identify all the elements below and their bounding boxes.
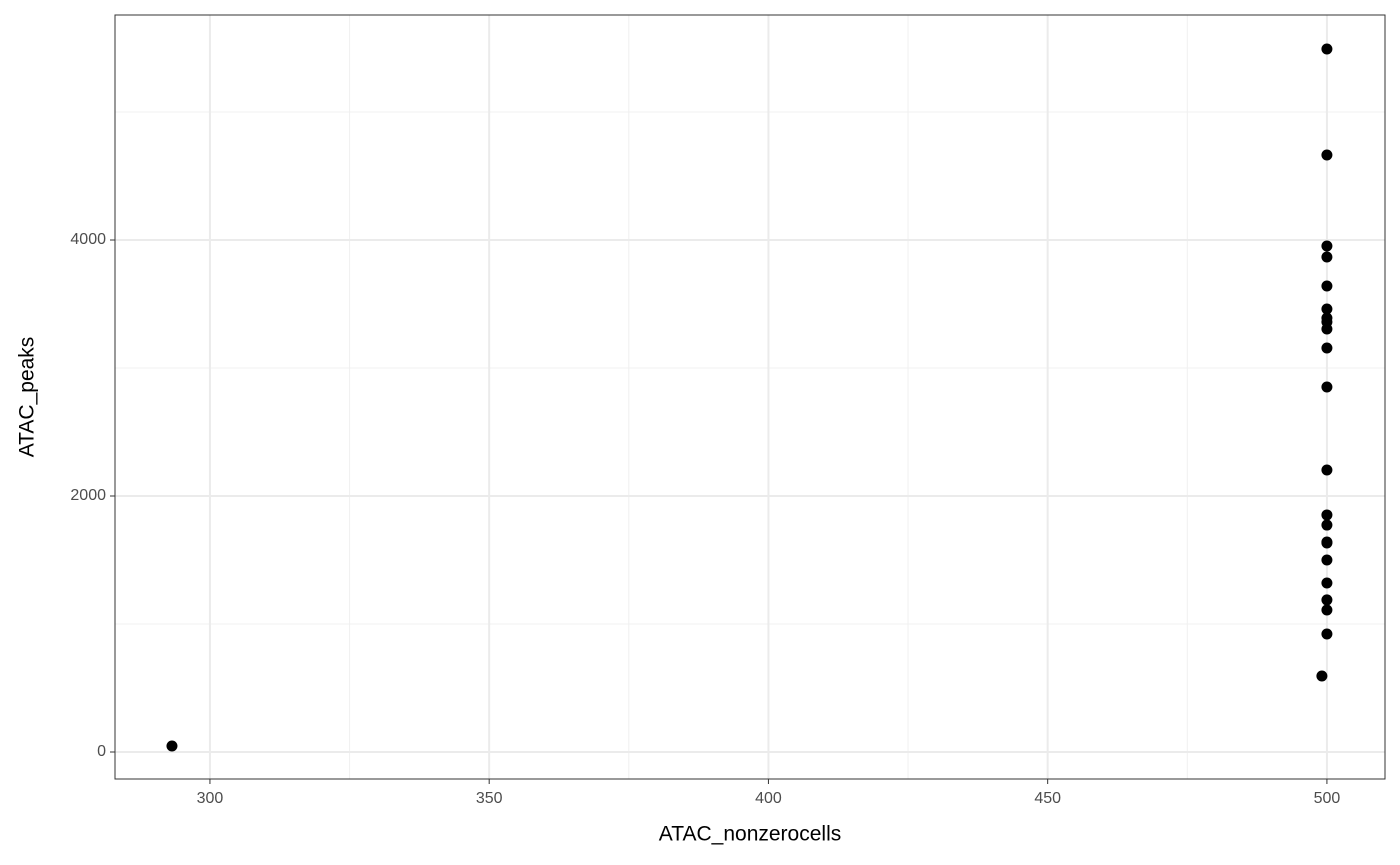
- y-axis-title: ATAC_peaks: [16, 337, 39, 458]
- point: [1316, 670, 1328, 682]
- point: [1321, 323, 1333, 335]
- y-tick-label: 4000: [70, 231, 106, 248]
- point: [166, 740, 178, 752]
- point: [1321, 519, 1333, 531]
- point: [1321, 628, 1333, 640]
- point: [1321, 381, 1333, 393]
- point: [1321, 537, 1333, 549]
- point: [1321, 149, 1333, 161]
- plot-border: [114, 14, 1386, 780]
- point: [1321, 43, 1333, 55]
- point: [1321, 577, 1333, 589]
- x-tick-label: 400: [755, 790, 782, 807]
- point: [1321, 251, 1333, 263]
- point: [1321, 554, 1333, 566]
- point: [1321, 342, 1333, 354]
- point: [1321, 303, 1333, 315]
- x-tick-label: 500: [1314, 790, 1341, 807]
- x-axis-title: ATAC_nonzerocells: [659, 823, 841, 846]
- y-tick-label: 0: [97, 743, 106, 760]
- point: [1321, 509, 1333, 521]
- x-tick-label: 450: [1034, 790, 1061, 807]
- y-tick-label: 2000: [70, 487, 106, 504]
- point: [1321, 464, 1333, 476]
- x-tick-label: 350: [476, 790, 503, 807]
- point: [1321, 594, 1333, 606]
- x-tick-label: 300: [197, 790, 224, 807]
- point: [1321, 240, 1333, 252]
- point: [1321, 280, 1333, 292]
- point: [1321, 604, 1333, 616]
